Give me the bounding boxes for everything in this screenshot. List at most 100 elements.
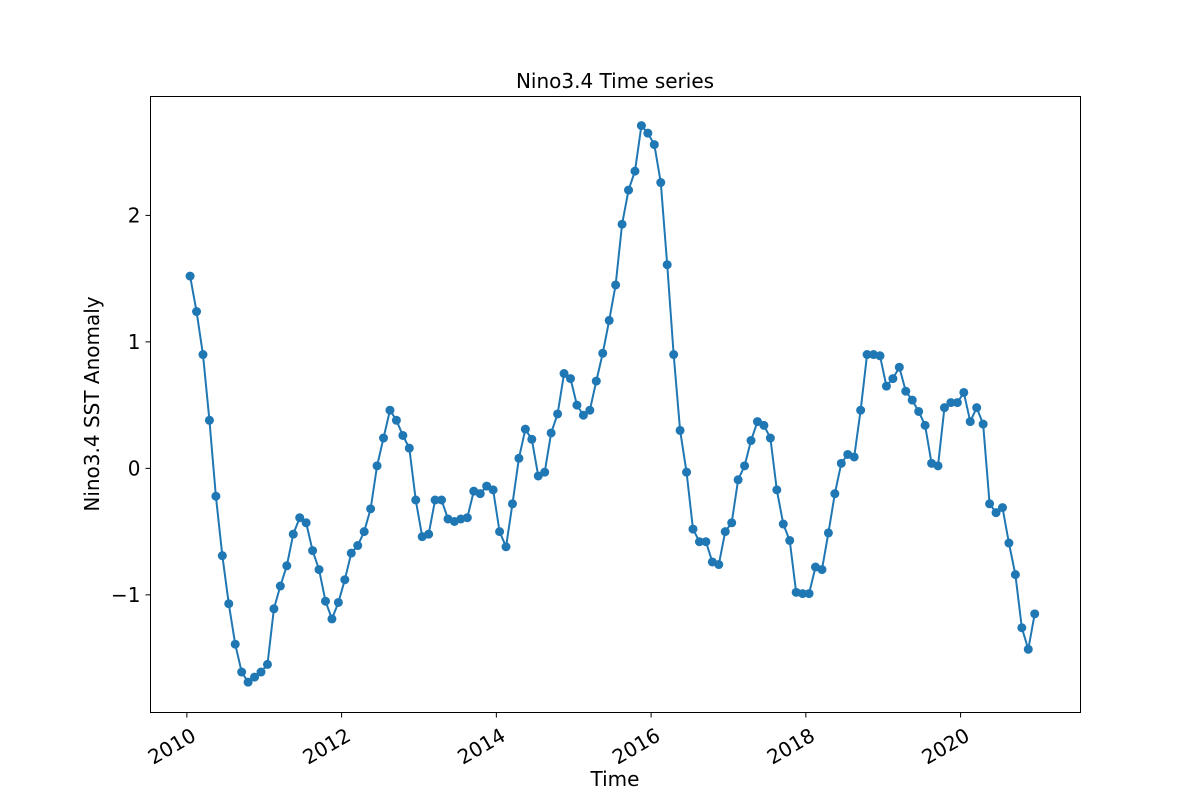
data-point	[733, 475, 743, 485]
data-point	[959, 387, 969, 397]
data-point	[301, 518, 311, 528]
data-point	[952, 398, 962, 408]
data-point	[243, 677, 253, 687]
data-point	[559, 369, 569, 379]
data-point	[198, 350, 208, 360]
data-point	[385, 405, 395, 415]
data-point	[333, 597, 343, 607]
data-point	[585, 405, 595, 415]
data-point	[785, 535, 795, 545]
data-point	[495, 527, 505, 537]
data-point	[933, 461, 943, 471]
data-point	[372, 461, 382, 471]
data-point	[624, 185, 634, 195]
data-point	[746, 436, 756, 446]
data-point	[520, 424, 530, 434]
data-point	[211, 491, 221, 501]
data-point	[346, 548, 356, 558]
data-point	[675, 425, 685, 435]
data-point	[295, 513, 305, 523]
data-point	[798, 589, 808, 599]
data-point	[694, 537, 704, 547]
data-point	[901, 386, 911, 396]
data-point	[856, 405, 866, 415]
data-point	[636, 121, 646, 131]
data-point	[275, 581, 285, 591]
data-point	[714, 560, 724, 570]
data-point	[1017, 623, 1027, 633]
data-point	[404, 443, 414, 453]
data-point	[572, 400, 582, 410]
data-point	[669, 350, 679, 360]
data-point	[527, 434, 537, 444]
data-point	[553, 409, 563, 419]
data-point	[430, 495, 440, 505]
data-point	[823, 528, 833, 538]
data-point	[682, 467, 692, 477]
data-point	[604, 315, 614, 325]
data-point	[237, 667, 247, 677]
data-point	[411, 495, 421, 505]
data-point	[836, 458, 846, 468]
data-point	[262, 659, 272, 669]
data-point	[391, 415, 401, 425]
data-point	[340, 575, 350, 585]
data-point	[888, 374, 898, 384]
data-point	[894, 362, 904, 372]
data-point	[991, 508, 1001, 518]
data-point	[217, 551, 227, 561]
data-point	[598, 348, 608, 358]
data-point	[256, 667, 266, 677]
data-point	[611, 280, 621, 290]
data-point	[804, 589, 814, 599]
data-point	[862, 350, 872, 360]
data-point	[688, 524, 698, 534]
data-point	[701, 537, 711, 547]
data-point	[630, 166, 640, 176]
data-point	[314, 565, 324, 575]
data-point	[985, 499, 995, 509]
data-point	[643, 128, 653, 138]
data-point	[817, 565, 827, 575]
data-point	[308, 546, 318, 556]
data-point	[881, 381, 891, 391]
data-point	[662, 260, 672, 270]
data-point	[920, 420, 930, 430]
data-point	[192, 307, 202, 317]
data-point	[546, 428, 556, 438]
data-point	[1030, 609, 1040, 619]
data-point	[972, 403, 982, 413]
data-point	[759, 420, 769, 430]
data-point	[462, 513, 472, 523]
data-point	[772, 485, 782, 495]
data-point	[475, 489, 485, 499]
chart-title: Nino3.4 Time series	[516, 69, 714, 93]
data-point	[965, 417, 975, 427]
data-point	[946, 398, 956, 408]
data-point	[720, 527, 730, 537]
data-point	[507, 499, 517, 509]
data-point	[282, 561, 292, 571]
data-point	[656, 178, 666, 188]
data-point	[997, 503, 1007, 513]
data-point	[617, 219, 627, 229]
axes-frame	[150, 96, 1081, 713]
data-point	[1010, 570, 1020, 580]
data-point	[849, 452, 859, 462]
data-point	[501, 542, 511, 552]
y-tick-label: −1	[111, 583, 140, 607]
data-point	[875, 351, 885, 361]
data-point	[398, 430, 408, 440]
y-tick-label: 1	[128, 330, 141, 354]
data-point	[907, 395, 917, 405]
data-point	[327, 614, 337, 624]
data-point	[250, 672, 260, 682]
data-point	[204, 415, 214, 425]
data-point	[765, 433, 775, 443]
data-point	[514, 453, 524, 463]
data-point	[224, 599, 234, 609]
data-point	[1004, 538, 1014, 548]
y-axis-label: Nino3.4 SST Anomaly	[80, 296, 104, 511]
